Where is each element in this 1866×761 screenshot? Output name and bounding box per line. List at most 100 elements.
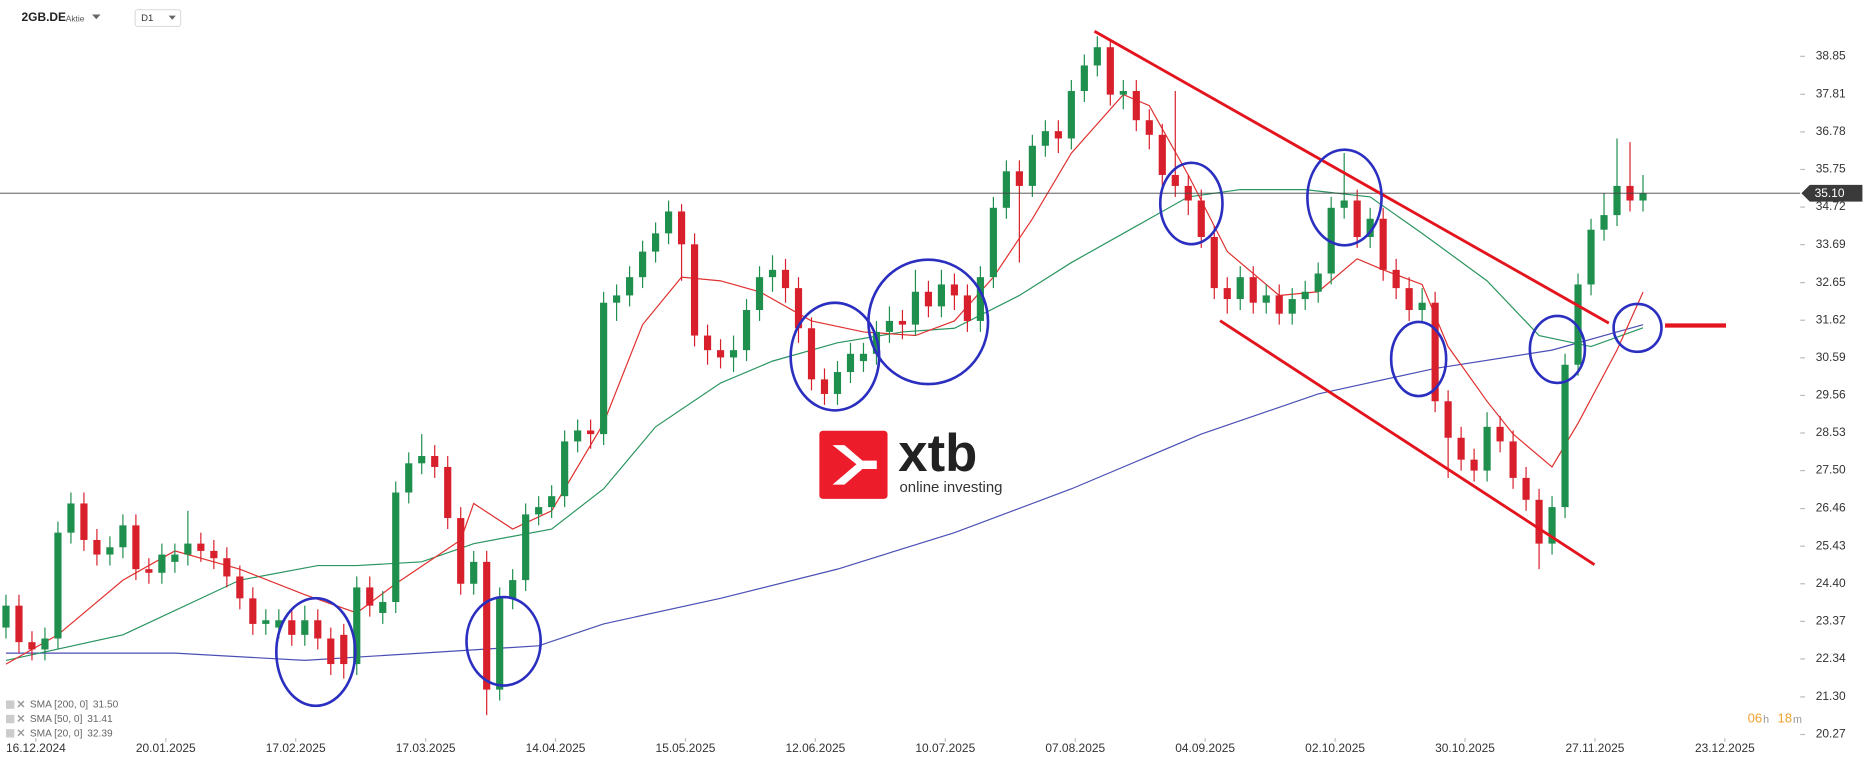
candle-body	[963, 295, 971, 321]
candle-body	[600, 302, 608, 435]
candle-body	[1028, 145, 1036, 186]
candle-body	[288, 620, 296, 635]
candle-body	[1587, 229, 1595, 285]
y-tick-label: 35.75	[1816, 162, 1846, 176]
candle-body	[262, 620, 270, 624]
legend-value: 31.50	[93, 699, 119, 710]
legend-label: SMA [20, 0] 32.39	[30, 728, 113, 739]
candle-body	[885, 320, 894, 332]
candle-body	[1639, 193, 1647, 201]
highlight-circle	[465, 595, 542, 687]
y-tick-label: 29.56	[1816, 388, 1846, 402]
candle-body	[80, 503, 88, 540]
candle-body	[444, 466, 452, 519]
candle-body	[911, 291, 920, 325]
candle-body	[976, 277, 984, 321]
candle-body	[314, 620, 322, 639]
candle-body	[106, 547, 114, 555]
candle-body	[1600, 215, 1608, 230]
y-tick-label: 38.85	[1816, 48, 1846, 62]
candle-body	[1496, 426, 1504, 442]
candle-body	[1262, 295, 1270, 303]
dropdown-arrow	[168, 15, 176, 20]
candle-body	[1483, 426, 1491, 471]
candle-body	[768, 269, 777, 278]
instrument-kind: Aktie	[66, 13, 85, 23]
y-tick-label: 32.65	[1816, 275, 1846, 289]
y-tick-label: 34.72	[1816, 199, 1846, 213]
candle-body	[275, 620, 283, 628]
candle-body	[145, 569, 153, 573]
legend-icon	[5, 700, 15, 709]
candle-body	[535, 507, 543, 515]
candle-body	[833, 372, 842, 394]
legend-value: 31.41	[87, 714, 113, 725]
candle-body	[1132, 91, 1140, 121]
candle-body	[236, 576, 244, 599]
x-tick-label: 17.02.2025	[266, 741, 326, 755]
y-tick-label: 24.40	[1816, 576, 1846, 590]
price-label: 35.10	[1815, 186, 1845, 200]
candle-body	[132, 525, 140, 570]
candle-body	[794, 288, 803, 329]
candle-body	[2, 605, 10, 628]
candle-body	[93, 539, 101, 555]
candle-body	[1613, 185, 1621, 216]
candle-body	[898, 320, 907, 325]
y-tick-label: 21.30	[1816, 689, 1846, 703]
candle-body	[1522, 477, 1530, 500]
candle-body	[1223, 288, 1231, 300]
candle-body	[1392, 269, 1400, 289]
legend-icon	[5, 714, 15, 724]
logo-mark	[819, 430, 888, 499]
candle-body	[587, 430, 595, 435]
candle-body	[327, 638, 335, 665]
candle-body	[1041, 131, 1049, 146]
candle-body	[1119, 91, 1127, 95]
candle-body	[548, 496, 556, 508]
candle-body	[1366, 218, 1374, 238]
x-tick-label: 07.08.2025	[1045, 741, 1105, 755]
candle-body	[54, 532, 62, 639]
y-tick-label: 30.59	[1816, 350, 1846, 364]
candle-body	[457, 518, 465, 584]
highlight-circle	[1612, 302, 1663, 354]
candle-body	[483, 561, 491, 690]
highlight-circle	[274, 596, 357, 708]
candle-body	[1210, 237, 1218, 289]
candle-body	[522, 514, 530, 581]
highlight-circle	[1158, 161, 1224, 246]
y-tick-label: 31.62	[1816, 312, 1846, 326]
trend-line	[1219, 319, 1596, 566]
x-tick-label: 04.09.2025	[1175, 741, 1235, 755]
candle-body	[1470, 459, 1478, 471]
candle-body	[1054, 131, 1062, 139]
candle-body	[1080, 65, 1088, 92]
candle-body	[301, 620, 309, 635]
candle-body	[366, 587, 374, 606]
candle-body	[1002, 171, 1010, 208]
candle-body	[1093, 47, 1101, 66]
candle-body	[937, 284, 946, 307]
candle-body	[1405, 288, 1413, 311]
candle-body	[950, 284, 959, 296]
candle-body	[820, 379, 829, 394]
candle-body	[1015, 171, 1023, 186]
annotations	[274, 29, 1727, 708]
candle-body	[249, 598, 257, 624]
candle-body	[703, 335, 712, 351]
candle-body	[431, 456, 439, 467]
x-tick-label: 27.11.2025	[1565, 741, 1624, 755]
candle-body	[1106, 47, 1114, 95]
dropdown-arrow[interactable]	[92, 14, 101, 20]
candle-body	[1379, 218, 1387, 270]
interval-select[interactable]	[134, 9, 182, 28]
plot-area: 38.85 37.81 36.78 35.75 34.72 33.69 32.65 31.62…	[0, 36, 1863, 755]
candle-body	[729, 350, 738, 358]
candle-body	[1457, 437, 1465, 460]
candle-body	[496, 598, 504, 690]
candle-body	[1548, 507, 1556, 544]
candle-body	[67, 503, 75, 533]
